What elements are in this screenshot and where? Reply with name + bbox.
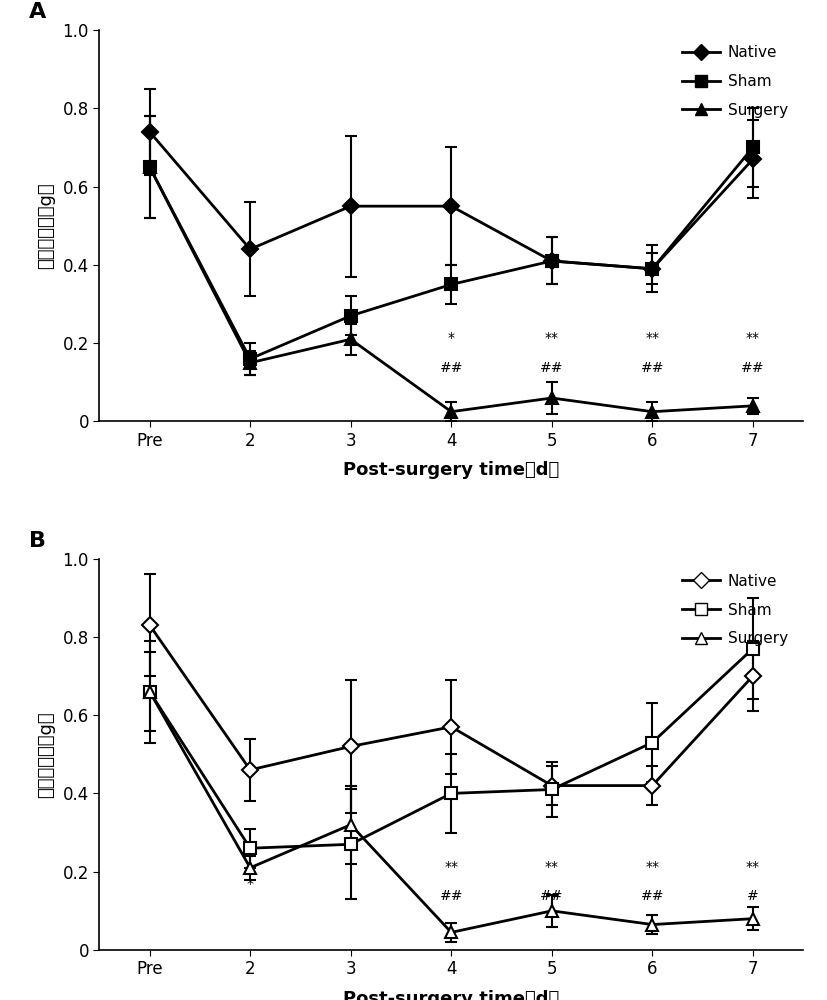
Legend: Native, Sham, Surgery: Native, Sham, Surgery bbox=[673, 566, 795, 654]
Text: ##: ## bbox=[439, 889, 462, 903]
Text: ##: ## bbox=[439, 361, 462, 375]
Text: **: ** bbox=[644, 860, 658, 874]
Legend: Native, Sham, Surgery: Native, Sham, Surgery bbox=[673, 38, 795, 125]
Text: **: ** bbox=[745, 331, 759, 345]
Text: ##: ## bbox=[740, 361, 763, 375]
Y-axis label: 机械痛阁値（g）: 机械痛阁値（g） bbox=[37, 711, 55, 798]
Text: ##: ## bbox=[539, 889, 563, 903]
Text: ##: ## bbox=[640, 889, 663, 903]
Text: **: ** bbox=[444, 860, 457, 874]
Text: ##: ## bbox=[640, 361, 663, 375]
Text: *: * bbox=[246, 877, 253, 891]
Text: **: ** bbox=[544, 860, 558, 874]
Text: **: ** bbox=[644, 331, 658, 345]
X-axis label: Post-surgery time（d）: Post-surgery time（d） bbox=[342, 461, 559, 479]
X-axis label: Post-surgery time（d）: Post-surgery time（d） bbox=[342, 990, 559, 1000]
Text: B: B bbox=[29, 531, 46, 551]
Y-axis label: 机械痛阁値（g）: 机械痛阁値（g） bbox=[37, 182, 55, 269]
Text: **: ** bbox=[544, 331, 558, 345]
Text: **: ** bbox=[745, 860, 759, 874]
Text: A: A bbox=[29, 2, 46, 22]
Text: *: * bbox=[447, 331, 454, 345]
Text: ##: ## bbox=[539, 361, 563, 375]
Text: #: # bbox=[746, 889, 758, 903]
